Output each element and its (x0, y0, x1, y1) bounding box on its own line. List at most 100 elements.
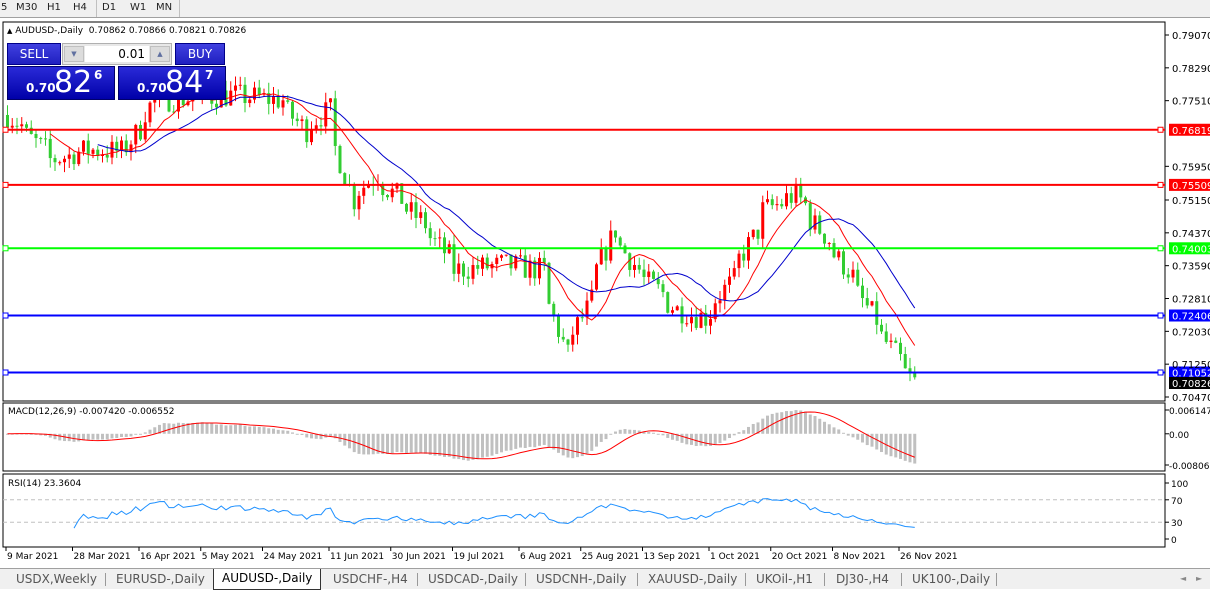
candle-body (44, 138, 47, 140)
macd-y-tick-label: -0.008066 (1169, 462, 1210, 472)
candle-body (728, 276, 731, 285)
tab-dj30[interactable]: DJ30-,H4 (836, 572, 889, 586)
chart-tabs: USDX,Weekly EURUSD-,Daily AUDUSD-,Daily … (0, 568, 1210, 590)
macd-histogram-bar (799, 410, 803, 434)
macd-histogram-bar (666, 433, 670, 438)
candle-body (253, 87, 256, 100)
tab-scroll-left-icon[interactable]: ◄ (1180, 574, 1187, 583)
macd-histogram-bar (267, 428, 271, 434)
candle-body (186, 101, 190, 106)
macd-histogram-bar (823, 421, 826, 434)
candle-body (500, 255, 503, 258)
macd-histogram-bar (694, 433, 698, 447)
macd-histogram-bar (367, 433, 370, 455)
macd-histogram-bar (205, 422, 209, 434)
macd-histogram-bar (675, 433, 679, 441)
tab-usdcad[interactable]: USDCAD-,Daily (428, 572, 518, 586)
candle-body (48, 138, 52, 159)
tab-eurusd[interactable]: EURUSD-,Daily (116, 572, 205, 586)
tf-h4[interactable]: H4 (73, 2, 87, 13)
macd-histogram-bar (618, 429, 622, 434)
candle-body (286, 100, 290, 102)
tab-audusd[interactable]: AUDUSD-,Daily (213, 569, 322, 590)
y-tick-label: 0.78290 (1172, 64, 1210, 75)
tab-xauusd[interactable]: XAUUSD-,Daily (648, 572, 738, 586)
macd-histogram-bar (371, 433, 375, 455)
tab-usdchf[interactable]: USDCHF-,H4 (333, 572, 408, 586)
tf-w1[interactable]: W1 (130, 2, 147, 13)
macd-histogram-bar (352, 433, 356, 453)
macd-histogram-bar (229, 425, 233, 434)
lot-size-input[interactable]: 0.01 (85, 46, 149, 62)
lot-decrease-icon[interactable]: ▼ (64, 46, 84, 62)
tab-uk100[interactable]: UK100-,Daily (912, 572, 991, 586)
macd-histogram-bar (699, 433, 703, 446)
tf-mn[interactable]: MN (156, 2, 173, 13)
y-tick-label: 0.77510 (1172, 97, 1210, 108)
candle-body (319, 125, 323, 127)
candle-body (637, 264, 641, 270)
candle-body (300, 119, 304, 122)
candle-body (485, 257, 489, 269)
macd-histogram-bar (257, 426, 261, 434)
tf-d1[interactable]: D1 (102, 2, 117, 13)
candle-body (713, 303, 717, 320)
candle-body (908, 368, 912, 373)
x-tick-label: 8 Nov 2021 (834, 552, 886, 562)
macd-label: MACD(12,26,9) -0.007420 -0.006552 (8, 407, 175, 417)
tab-ukoil[interactable]: UKOil-,H1 (756, 572, 813, 586)
candle-body (542, 257, 546, 263)
buy-button[interactable]: BUY (175, 43, 225, 65)
macd-histogram-bar (6, 433, 9, 435)
macd-histogram-bar (908, 433, 912, 463)
candle-body (880, 324, 883, 332)
macd-histogram-bar (253, 426, 256, 434)
candle-body (39, 138, 43, 140)
tab-usdcnh[interactable]: USDCNH-,Daily (536, 572, 627, 586)
candle-body (272, 96, 275, 104)
macd-histogram-bar (386, 433, 389, 455)
chart-ohlc: 0.70862 0.70866 0.70821 0.70826 (88, 26, 247, 36)
tab-usdx[interactable]: USDX,Weekly (16, 572, 97, 586)
macd-histogram-bar (557, 433, 560, 453)
collapse-arrow-icon[interactable]: ▲ (7, 27, 13, 35)
candle-body (96, 149, 100, 156)
current-price-tag (1169, 377, 1210, 390)
macd-histogram-bar (481, 433, 484, 458)
candle-body (101, 154, 104, 156)
hline-handle (2, 126, 9, 133)
buy-price[interactable]: 0.70 84 7 (118, 65, 226, 100)
macd-histogram-bar (680, 433, 684, 443)
macd-panel-frame (2, 402, 1166, 472)
macd-histogram-bar (319, 433, 323, 440)
lot-size-stepper: ▼ 0.01 ▲ (62, 43, 172, 65)
candle-body (737, 253, 741, 269)
macd-histogram-bar (656, 433, 660, 435)
candle-body (732, 268, 736, 277)
candle-body (718, 300, 722, 304)
macd-histogram-bar (186, 423, 190, 434)
hline-handle (1157, 126, 1164, 133)
sell-price[interactable]: 0.70 82 6 (7, 65, 115, 100)
macd-histogram-bar (238, 424, 242, 434)
candle-body (675, 306, 679, 311)
lot-increase-icon[interactable]: ▲ (150, 46, 170, 62)
macd-histogram-bar (177, 422, 180, 434)
macd-histogram-bar (538, 433, 541, 446)
tf-h1[interactable]: H1 (47, 2, 61, 13)
candle-body (661, 284, 665, 293)
candle-body (77, 151, 81, 165)
sell-button[interactable]: SELL (7, 43, 61, 65)
macd-histogram-bar (780, 412, 784, 434)
tf-m30[interactable]: M30 (16, 2, 38, 13)
macd-histogram-bar (609, 433, 613, 435)
macd-histogram-bar (329, 433, 332, 437)
macd-histogram-bar (438, 433, 442, 456)
macd-histogram-bar (139, 433, 142, 435)
tab-scroll-right-icon[interactable]: ► (1196, 574, 1203, 583)
macd-histogram-bar (243, 425, 247, 434)
tf-m5[interactable]: 5 (1, 2, 8, 13)
macd-histogram-bar (884, 433, 888, 455)
candle-body (400, 183, 404, 204)
y-tick-label: 0.79070 (1172, 31, 1210, 42)
